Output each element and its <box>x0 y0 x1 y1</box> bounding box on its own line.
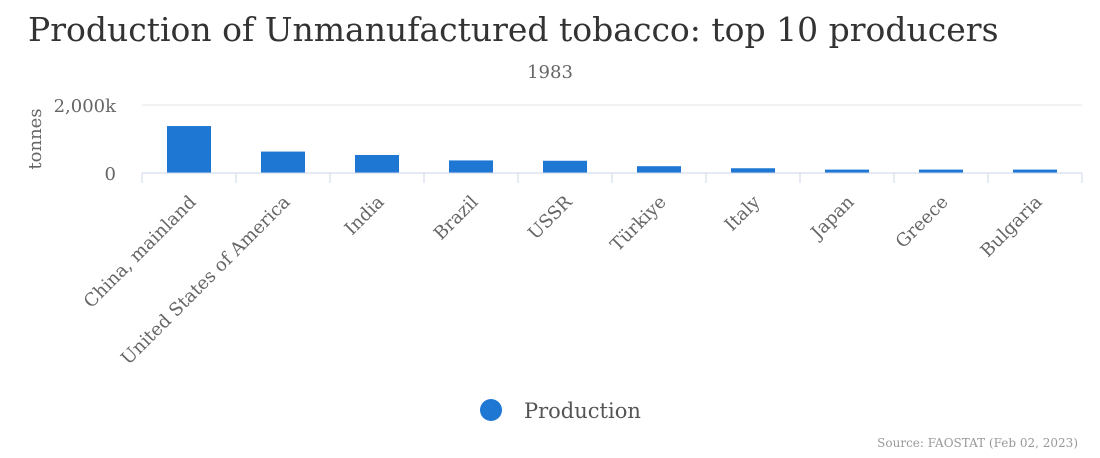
x-tick-label: Greece <box>892 192 953 253</box>
bar[interactable] <box>637 166 681 173</box>
x-tick-label: USSR <box>524 191 577 244</box>
x-tick-label: Japan <box>806 191 859 244</box>
legend[interactable]: Production <box>480 399 641 423</box>
bar[interactable] <box>449 160 493 173</box>
bar[interactable] <box>731 168 775 173</box>
x-tick-label: Bulgaria <box>977 192 1047 262</box>
bar[interactable] <box>167 126 211 173</box>
legend-marker <box>480 399 502 421</box>
chart-title: Production of Unmanufactured tobacco: to… <box>28 10 999 49</box>
bar[interactable] <box>919 169 963 173</box>
x-tick-label: India <box>341 191 389 239</box>
bars <box>167 126 1057 173</box>
x-tick-label: Italy <box>721 191 765 235</box>
bar[interactable] <box>261 151 305 173</box>
chart-subtitle: 1983 <box>527 62 573 83</box>
x-tick-label: Türkiye <box>606 192 670 256</box>
x-tick-label: Brazil <box>430 192 483 245</box>
legend-label: Production <box>524 399 641 423</box>
y-tick-label: 2,000k <box>54 96 118 117</box>
y-tick-label: 0 <box>105 164 116 185</box>
bar[interactable] <box>355 154 399 173</box>
x-tick-label: United States of America <box>117 191 295 369</box>
y-axis-label: tonnes <box>25 108 46 169</box>
y-axis: 0 2,000k <box>54 96 118 185</box>
bar[interactable] <box>825 169 869 173</box>
bar[interactable] <box>543 160 587 173</box>
bar[interactable] <box>1013 169 1057 173</box>
source-note: Source: FAOSTAT (Feb 02, 2023) <box>877 436 1078 450</box>
